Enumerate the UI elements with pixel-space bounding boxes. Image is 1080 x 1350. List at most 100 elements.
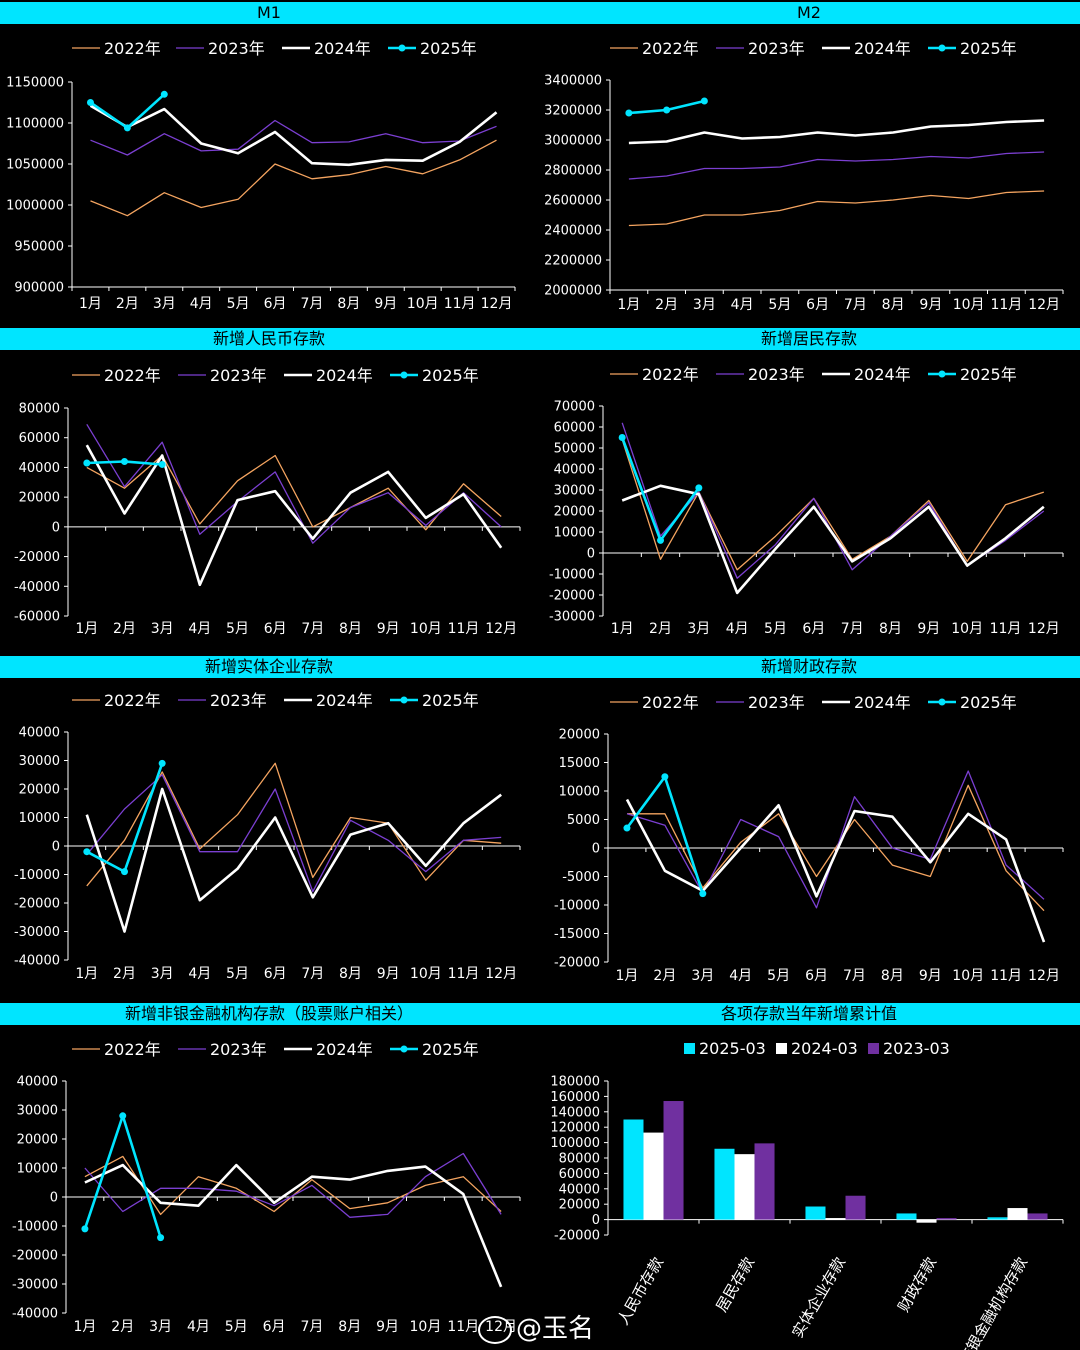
y-tick-label: -15000 xyxy=(554,927,600,942)
x-tick-label: 6月 xyxy=(802,621,825,637)
x-tick-label: 5月 xyxy=(227,296,250,312)
data-point xyxy=(618,434,626,441)
legend-label: 2024年 xyxy=(314,39,371,58)
chart-title: M2 xyxy=(538,2,1080,24)
x-tick-label: 6月 xyxy=(806,297,829,313)
chart-m1: 900000 950000 1000000 1050000 1100000 1150000… xyxy=(6,39,516,312)
series-line xyxy=(84,1163,503,1288)
y-tick-label: 2400000 xyxy=(544,224,602,239)
x-tick-label: 12月 xyxy=(485,966,517,982)
panel-household-deposits: 新增居民存款 -30000 -20000 -10000 0 10000 20000 3000… xyxy=(538,328,1080,654)
x-tick-label: 11月 xyxy=(447,1319,479,1335)
chart-title: 新增人民币存款 xyxy=(0,328,538,350)
chart-fiscal-deposits: -20000 -15000 -10000 -5000 0 5000 10000 15000 20… xyxy=(554,693,1064,984)
series-line xyxy=(625,798,1046,943)
panel-m2: M2 2000000 2200000 2400000 2600000 2800000 30… xyxy=(538,2,1080,326)
series-line xyxy=(628,151,1045,180)
x-tick-label: 11月 xyxy=(990,297,1022,313)
x-tick-label: 12月 xyxy=(1028,621,1060,637)
bar xyxy=(714,1148,735,1220)
x-tick-label: 2月 xyxy=(113,621,136,637)
y-tick-label: 1150000 xyxy=(6,76,64,91)
x-tick-label: 10月 xyxy=(953,297,985,313)
x-tick-label: 6月 xyxy=(264,621,287,637)
chart-title: 新增实体企业存款 xyxy=(0,656,538,678)
data-point xyxy=(695,484,703,492)
series-line xyxy=(621,484,1045,595)
data-point xyxy=(158,460,166,468)
x-tick-label: 9月 xyxy=(376,1319,399,1335)
y-tick-label: 900000 xyxy=(14,281,64,296)
chart-title: 新增非银金融机构存款（股票账户相关） xyxy=(0,1003,538,1025)
y-tick-label: 30000 xyxy=(17,1104,58,1119)
watermark: @玉名 xyxy=(478,1308,594,1345)
legend-label: 2022年 xyxy=(104,1040,161,1059)
series-line xyxy=(621,439,1045,571)
watermark-text: @玉名 xyxy=(516,1314,595,1344)
x-tick-label: 4月 xyxy=(190,296,213,312)
y-tick-label: 50000 xyxy=(554,442,595,457)
x-tick-label: 9月 xyxy=(917,621,940,637)
y-tick-label: -20000 xyxy=(554,1229,600,1244)
y-tick-label: 2600000 xyxy=(544,194,602,209)
chart-title: 新增财政存款 xyxy=(538,656,1080,678)
x-tick-label: 4月 xyxy=(188,966,211,982)
legend-label: 2024年 xyxy=(316,691,373,710)
x-tick-label: 5月 xyxy=(768,297,791,313)
y-tick-label: 80000 xyxy=(559,1152,600,1167)
y-tick-label: 40000 xyxy=(17,1075,58,1090)
bar xyxy=(623,1119,644,1220)
series-line xyxy=(86,762,502,887)
y-tick-label: -40000 xyxy=(12,1307,58,1322)
legend-label: 2025年 xyxy=(960,39,1017,58)
bar xyxy=(1027,1213,1048,1220)
weibo-logo-icon xyxy=(478,1315,512,1344)
x-tick-label: 2月 xyxy=(649,621,672,637)
legend-label: 2024年 xyxy=(854,693,911,712)
legend-swatch xyxy=(776,1043,787,1054)
x-tick-label: 1月 xyxy=(79,296,102,312)
y-tick-label: 0 xyxy=(52,840,60,855)
y-tick-label: 180000 xyxy=(550,1075,600,1090)
panel-corporate-deposits: 新增实体企业存款 -40000 -30000 -20000 -10000 0 10000 2… xyxy=(0,656,538,998)
series-line xyxy=(89,93,166,130)
x-tick-label: 9月 xyxy=(377,966,400,982)
x-tick-label: 5月 xyxy=(226,621,249,637)
panel-nonbank-deposits: 新增非银金融机构存款（股票账户相关） -40000 -30000 -20000 -10… xyxy=(0,1003,538,1350)
x-tick-label: 10月 xyxy=(410,966,442,982)
x-tick-label: 10月 xyxy=(407,296,439,312)
series-line xyxy=(86,423,502,544)
legend-label: 2025年 xyxy=(960,693,1017,712)
panel-m1: M1 900000 950000 1000000 1050000 1100000 1150… xyxy=(0,2,538,326)
y-tick-label: 30000 xyxy=(554,484,595,499)
y-tick-label: 20000 xyxy=(559,1198,600,1213)
y-tick-label: -20000 xyxy=(549,589,595,604)
y-tick-label: 15000 xyxy=(559,756,600,771)
legend-label: 2024年 xyxy=(854,39,911,58)
legend-label: 2025年 xyxy=(422,366,479,385)
panel-fiscal-deposits: 新增财政存款 -20000 -15000 -10000 -5000 0 5000 10000… xyxy=(538,656,1080,998)
x-tick-label: 6月 xyxy=(264,966,287,982)
series-line xyxy=(626,770,1045,909)
x-tick-label: 8月 xyxy=(882,297,905,313)
x-tick-label: 12月 xyxy=(481,296,513,312)
legend-label: 2024年 xyxy=(316,366,373,385)
bar xyxy=(734,1154,755,1220)
x-tick-label: 8月 xyxy=(881,968,904,984)
x-tick-label: 7月 xyxy=(300,296,323,312)
y-tick-label: 20000 xyxy=(554,505,595,520)
y-tick-label: 0 xyxy=(592,842,600,857)
chart-household-deposits: -30000 -20000 -10000 0 10000 20000 30000 40000 5… xyxy=(549,365,1064,637)
y-tick-label: 40000 xyxy=(559,1182,600,1197)
y-tick-label: -20000 xyxy=(14,550,60,565)
y-tick-label: -60000 xyxy=(14,610,60,625)
x-tick-label: 12月 xyxy=(485,621,517,637)
data-point xyxy=(623,824,631,832)
x-tick-label: 2月 xyxy=(116,296,139,312)
x-tick-label: 7月 xyxy=(301,621,324,637)
y-tick-label: 80000 xyxy=(19,402,60,417)
series-line xyxy=(84,1152,502,1218)
chart-title: M1 xyxy=(0,2,538,24)
legend-label: 2024年 xyxy=(854,365,911,384)
y-tick-label: 0 xyxy=(587,547,595,562)
